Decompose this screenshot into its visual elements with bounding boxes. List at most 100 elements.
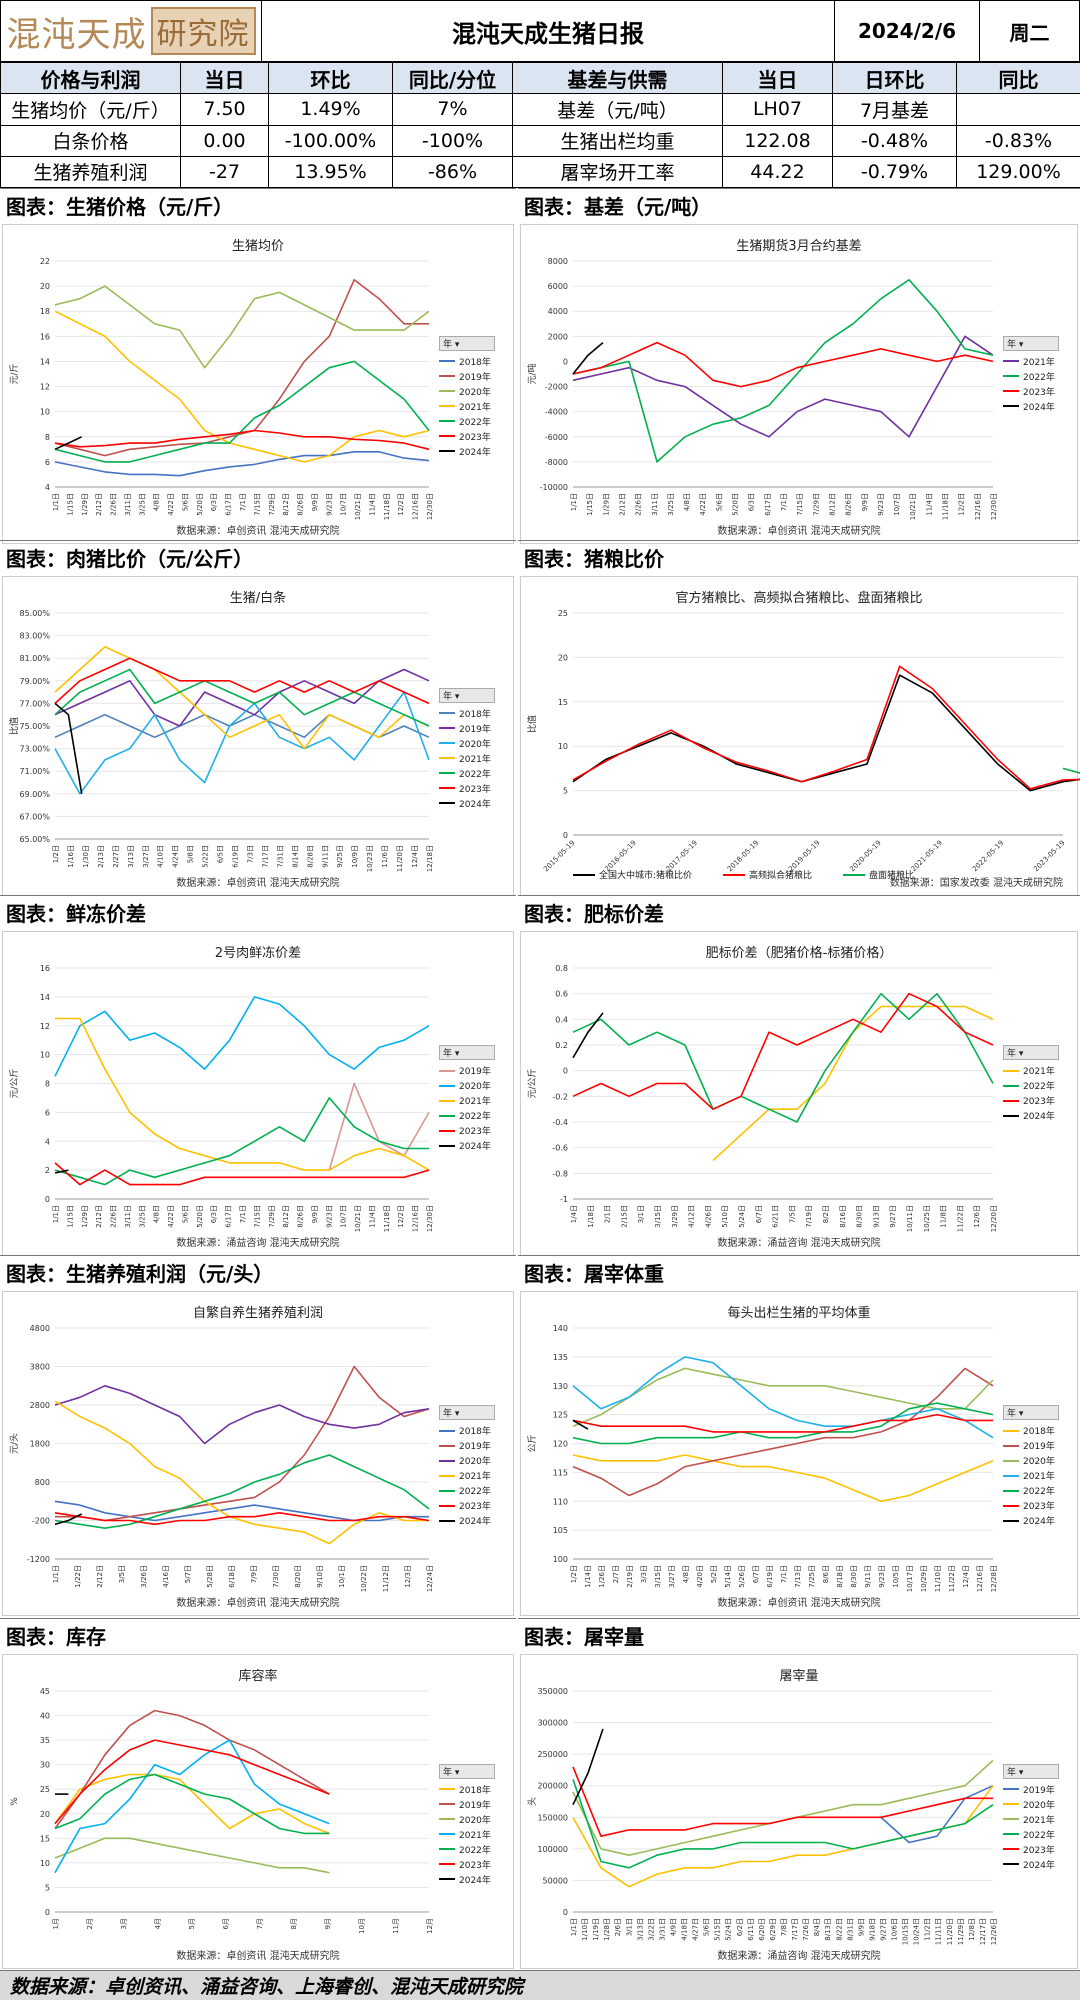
legend-swatch — [439, 1474, 455, 1477]
y-tick-label: 4 — [45, 1137, 50, 1146]
legend-label: 2023年 — [459, 1127, 491, 1138]
x-tick-label: 11/18日 — [383, 1205, 391, 1232]
x-tick-label: 3/25日 — [667, 493, 675, 516]
legend-item: 2023年 — [439, 781, 495, 796]
y-tick-label: 16 — [40, 332, 50, 341]
y-tick-label: 100000 — [537, 1845, 568, 1854]
x-tick-label: 12月 — [426, 1918, 434, 1934]
legend-swatch — [439, 1129, 455, 1132]
y-tick-label: 120 — [553, 1440, 568, 1449]
x-tick-label: 2018-05-19 — [726, 839, 760, 873]
legend-label: 2024年 — [459, 799, 491, 810]
x-tick-label: 8/16日 — [839, 1205, 847, 1228]
legend-label: 2022年 — [1023, 372, 1055, 383]
series-line — [572, 665, 1080, 790]
table-cell: -0.83% — [956, 124, 1080, 157]
report-header: 混沌天成 研究院 混沌天成生猪日报 2024/2/6 周二 — [0, 0, 1080, 62]
x-tick-label: 1/2日 — [52, 845, 60, 863]
legend-item: 2018年 — [439, 706, 495, 721]
table-cell: 7% — [392, 93, 513, 126]
y-tick-label: -10000 — [540, 483, 568, 492]
x-tick-label: 9/27日 — [879, 1918, 887, 1941]
x-tick-label: 9/11日 — [864, 1565, 872, 1588]
x-tick-label: 9/25日 — [336, 845, 344, 868]
chart-panel: 2号肉鲜冻价差 数据来源：涌益咨询 混沌天成研究院 16 14 12 10 8 6 4 2 0 元/公… — [2, 931, 514, 1256]
legend-swatch — [1003, 1833, 1019, 1836]
legend-filter-button[interactable]: 年 ▾ — [439, 1405, 495, 1421]
x-tick-label: 7/17日 — [261, 845, 269, 868]
legend-swatch — [1003, 1818, 1019, 1821]
x-tick-label: 5/7日 — [184, 1565, 192, 1583]
series-line — [54, 310, 430, 463]
y-tick-label: 300000 — [537, 1719, 568, 1728]
series-line — [572, 1779, 994, 1869]
legend-filter-button[interactable]: 年 ▾ — [439, 1045, 495, 1061]
x-tick-label: 11/4日 — [368, 493, 376, 516]
legend-item: 2024年 — [439, 1513, 495, 1528]
series-line — [572, 1367, 994, 1427]
x-tick-label: 6/2日 — [736, 1918, 744, 1936]
y-tick-label: 12 — [40, 383, 50, 392]
x-tick-label: 2/7日 — [612, 1565, 620, 1583]
legend-filter-button[interactable]: 年 ▾ — [439, 1763, 495, 1779]
x-tick-label: 1/1日 — [570, 1918, 578, 1936]
legend-item: 2023年 — [439, 429, 495, 444]
table-cell: 129.00% — [956, 155, 1080, 189]
x-tick-label: 4/16日 — [162, 1565, 170, 1588]
legend-swatch — [1003, 1504, 1019, 1507]
legend-filter-button[interactable]: 年 ▾ — [1003, 1405, 1059, 1421]
x-tick-label: 12/2日 — [397, 493, 405, 516]
x-tick-label: 7/15日 — [796, 493, 804, 516]
x-tick-label: 10/25日 — [923, 1205, 931, 1232]
y-tick-label: 25 — [558, 609, 568, 618]
y-tick-label: 8000 — [548, 257, 568, 266]
x-tick-label: 5/28日 — [206, 1565, 214, 1588]
legend-filter-button[interactable]: 年 ▾ — [439, 335, 495, 351]
legend-item: 2022年 — [439, 414, 495, 429]
legend-item: 2022年 — [439, 1108, 495, 1123]
x-tick-label: 4/9日 — [669, 1918, 677, 1936]
x-tick-label: 5月 — [188, 1918, 196, 1929]
x-tick-label: 1/14日 — [584, 1565, 592, 1588]
legend-swatch — [1003, 1474, 1019, 1477]
legend-item: 2021年 — [439, 1093, 495, 1108]
x-tick-label: 2022-05-19 — [971, 839, 1005, 873]
x-tick-label: 5/22日 — [202, 845, 210, 868]
legend-filter-button[interactable]: 年 ▾ — [1003, 1045, 1059, 1061]
legend-filter-button[interactable]: 年 ▾ — [1003, 1763, 1059, 1779]
y-tick-label: 4000 — [548, 307, 568, 316]
x-tick-label: 7月 — [256, 1918, 264, 1929]
legend-swatch — [439, 405, 455, 408]
x-tick-label: 3/11日 — [124, 493, 132, 516]
series-line — [572, 1766, 993, 1837]
x-tick-label: 2/12日 — [95, 493, 103, 516]
legend-filter-button[interactable]: 年 ▾ — [439, 687, 495, 703]
chart-panel: 屠宰量 数据来源：涌益咨询 混沌天成研究院 350000 300000 250000 20… — [520, 1654, 1078, 1969]
chart-title: 生猪/白条 — [229, 591, 287, 606]
legend-item: 2023年 — [439, 1857, 495, 1872]
x-tick-label: 3/13日 — [636, 1918, 644, 1941]
x-tick-label: 8/14日 — [291, 845, 299, 868]
legend-label: 2020年 — [1023, 1457, 1055, 1468]
x-tick-label: 7/8日 — [780, 1918, 788, 1936]
legend-swatch — [439, 712, 455, 715]
x-tick-label: 7/9日 — [250, 1565, 258, 1583]
legend-item: 2022年 — [1003, 1078, 1059, 1093]
x-tick-label: 6/17日 — [764, 493, 772, 516]
legend-filter-button[interactable]: 年 ▾ — [1003, 335, 1059, 351]
y-tick-label: 100 — [553, 1555, 568, 1564]
x-tick-label: 11/20日 — [396, 845, 404, 872]
legend-swatch — [1003, 375, 1019, 378]
x-tick-label: 9/10日 — [316, 1565, 324, 1588]
x-tick-label: 12/2日 — [958, 493, 966, 516]
y-tick-label: 10 — [40, 408, 50, 417]
chart-panel: 每头出栏生猪的平均体重 数据来源：卓创资讯 混沌天成研究院 140 135 130 125… — [520, 1291, 1078, 1616]
legend-swatch — [439, 1069, 455, 1072]
legend-item: 2022年 — [1003, 369, 1059, 384]
y-tick-label: 81.00% — [19, 654, 50, 663]
x-tick-label: 10/5日 — [892, 1565, 900, 1588]
x-tick-label: 7/29日 — [812, 493, 820, 516]
x-tick-label: 5/26日 — [738, 1565, 746, 1588]
x-tick-label: 10/22日 — [360, 1565, 368, 1592]
x-tick-label: 11/22日 — [956, 1205, 964, 1232]
